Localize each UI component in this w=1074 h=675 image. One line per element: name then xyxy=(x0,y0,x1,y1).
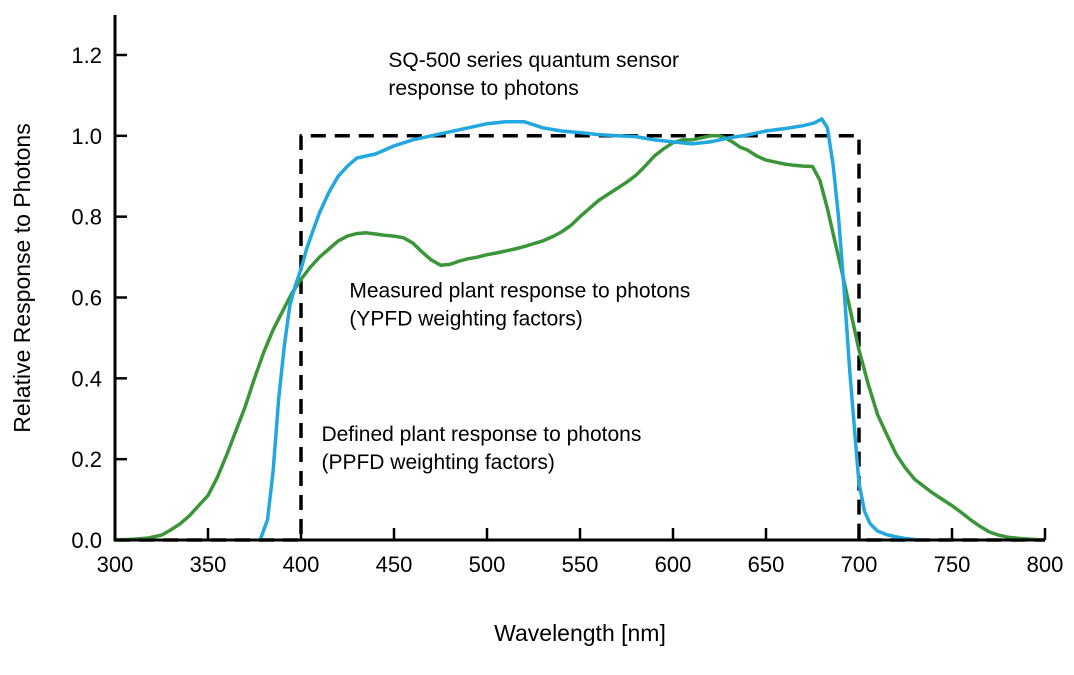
y-axis-title: Relative Response to Photons xyxy=(9,123,35,432)
y-tick-label: 0.8 xyxy=(71,205,102,230)
ypfd-label-line-0: Measured plant response to photons xyxy=(349,280,690,303)
y-tick-label: 0.0 xyxy=(71,528,102,553)
x-tick-label: 750 xyxy=(934,552,971,577)
series-line-2 xyxy=(258,117,919,542)
x-tick-label: 300 xyxy=(97,552,134,577)
y-tick-label: 1.0 xyxy=(71,124,102,149)
series-line-0 xyxy=(115,134,1045,542)
ypfd-label: Measured plant response to photons (YPFD … xyxy=(349,280,690,331)
x-tick-label: 550 xyxy=(562,552,599,577)
x-axis-title: Wavelength [nm] xyxy=(494,620,666,646)
sensor-label: SQ-500 series quantum sensor response to … xyxy=(388,49,679,100)
sensor-label-line-0: SQ-500 series quantum sensor xyxy=(388,49,679,72)
x-tick-label: 450 xyxy=(376,552,413,577)
x-tick-label: 500 xyxy=(469,552,506,577)
y-tick-label: 0.4 xyxy=(71,366,102,391)
x-tick-label: 350 xyxy=(190,552,227,577)
y-tick-label: 1.2 xyxy=(71,43,102,68)
plot-layer: 300 350 400 450 500 550 600 650 700 750 800 0.0 0.2 0… xyxy=(71,15,1063,577)
x-tick-label: 400 xyxy=(283,552,320,577)
x-tick-label: 800 xyxy=(1027,552,1064,577)
x-tick-label: 600 xyxy=(655,552,692,577)
x-tick-label: 650 xyxy=(748,552,785,577)
y-tick-label: 0.2 xyxy=(71,447,102,472)
y-tick-label: 0.6 xyxy=(71,286,102,311)
ppfd-label-line-1: (PPFD weighting factors) xyxy=(321,451,554,474)
x-tick-label: 700 xyxy=(841,552,878,577)
series-line-1 xyxy=(114,134,1046,542)
ypfd-label-line-1: (YPFD weighting factors) xyxy=(349,308,582,331)
ppfd-label-line-0: Defined plant response to photons xyxy=(321,423,641,446)
sensor-label-line-1: response to photons xyxy=(388,77,578,100)
ppfd-label: Defined plant response to photons (PPFD w… xyxy=(321,423,641,474)
